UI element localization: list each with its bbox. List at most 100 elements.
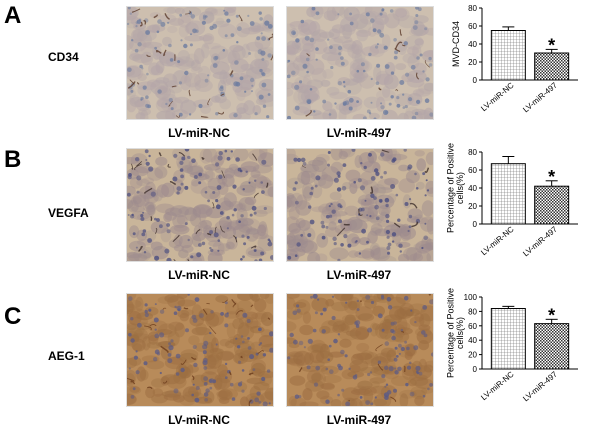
cell-nucleus: [354, 321, 358, 325]
cell-nucleus: [389, 103, 392, 106]
cell-nucleus: [295, 201, 299, 205]
cell-nucleus: [219, 151, 223, 155]
tissue-cell: [410, 316, 425, 326]
cell-nucleus: [214, 232, 219, 237]
tissue-cell: [151, 242, 163, 251]
cell-nucleus: [326, 226, 329, 229]
tissue-cell: [395, 63, 406, 70]
cell-nucleus: [329, 113, 332, 116]
tissue-cell: [413, 63, 427, 75]
tissue-cell: [174, 245, 184, 252]
cell-nucleus: [370, 194, 374, 198]
cell-nucleus: [329, 369, 334, 374]
bar: [535, 53, 569, 80]
cell-nucleus: [376, 64, 380, 68]
cell-nucleus: [260, 252, 264, 256]
tissue-cell: [321, 80, 331, 87]
cell-nucleus: [193, 363, 197, 367]
cell-nucleus: [398, 244, 402, 248]
cell-nucleus: [172, 177, 177, 182]
cell-nucleus: [404, 296, 409, 301]
cell-nucleus: [267, 53, 271, 57]
cell-nucleus: [390, 329, 394, 333]
y-tick-label: 20: [468, 202, 477, 211]
cell-nucleus: [144, 251, 146, 253]
tissue-cell: [142, 336, 150, 350]
tissue-cell: [164, 294, 178, 302]
cell-nucleus: [145, 310, 148, 313]
cell-nucleus: [315, 185, 318, 188]
tissue-cell: [199, 35, 213, 41]
cell-nucleus: [247, 337, 250, 340]
cell-nucleus: [236, 15, 239, 18]
cell-nucleus: [347, 244, 351, 248]
cell-nucleus: [425, 98, 430, 103]
cell-nucleus: [247, 236, 250, 239]
cell-nucleus: [252, 206, 257, 211]
cell-nucleus: [128, 214, 130, 216]
cell-nucleus: [268, 24, 273, 29]
cell-nucleus: [212, 191, 215, 194]
cell-nucleus: [268, 239, 271, 242]
cell-nucleus: [213, 63, 218, 68]
cell-nucleus: [207, 199, 210, 202]
tissue-cell: [253, 164, 272, 173]
cell-nucleus: [189, 113, 191, 115]
cell-nucleus: [130, 317, 133, 320]
cell-nucleus: [202, 21, 206, 25]
cell-nucleus: [323, 308, 327, 312]
cell-nucleus: [417, 371, 420, 374]
cell-nucleus: [196, 386, 200, 390]
cell-nucleus: [306, 58, 310, 62]
cell-nucleus: [148, 155, 150, 157]
tissue-cell: [175, 97, 190, 104]
cell-nucleus: [348, 368, 350, 370]
cell-nucleus: [131, 395, 135, 399]
cell-nucleus: [137, 42, 141, 46]
cell-nucleus: [251, 90, 253, 92]
cell-nucleus: [416, 56, 420, 60]
cell-nucleus: [337, 364, 341, 368]
cell-nucleus: [397, 219, 400, 222]
cell-nucleus: [191, 158, 196, 163]
cell-nucleus: [231, 33, 235, 37]
panel-b: B VEGFA LV-miR-NC LV-miR-497 Percentage …: [0, 144, 600, 288]
cell-nucleus: [322, 236, 326, 240]
cell-nucleus: [176, 372, 180, 376]
cell-nucleus: [424, 334, 428, 338]
tissue-cell: [330, 192, 342, 201]
cell-nucleus: [384, 366, 388, 370]
cell-nucleus: [181, 157, 185, 161]
cell-nucleus: [135, 157, 139, 161]
tissue-cell: [418, 340, 429, 350]
cell-nucleus: [193, 384, 195, 386]
cell-nucleus: [255, 112, 258, 115]
cell-nucleus: [145, 30, 150, 35]
tissue-cell: [218, 243, 231, 251]
cell-nucleus: [414, 321, 416, 323]
cell-nucleus: [198, 243, 202, 247]
cell-nucleus: [340, 243, 344, 247]
cell-nucleus: [295, 106, 300, 111]
cell-nucleus: [377, 29, 381, 33]
cell-nucleus: [184, 186, 188, 190]
cell-nucleus: [178, 308, 181, 311]
cell-nucleus: [349, 98, 354, 103]
cell-nucleus: [409, 362, 412, 365]
tissue-cell: [396, 242, 411, 248]
tissue-cell: [156, 329, 172, 335]
cell-nucleus: [384, 395, 389, 400]
cell-nucleus: [232, 397, 236, 401]
cell-nucleus: [133, 387, 136, 390]
cell-nucleus: [371, 78, 373, 80]
cell-nucleus: [143, 229, 147, 233]
cell-nucleus: [308, 205, 311, 208]
cell-nucleus: [368, 53, 371, 56]
cell-nucleus: [338, 52, 341, 55]
cell-nucleus: [215, 199, 218, 202]
cell-nucleus: [375, 172, 379, 176]
cell-nucleus: [367, 328, 372, 333]
tissue-cell: [175, 323, 186, 338]
tissue-cell: [228, 336, 240, 343]
cell-nucleus: [220, 312, 224, 316]
